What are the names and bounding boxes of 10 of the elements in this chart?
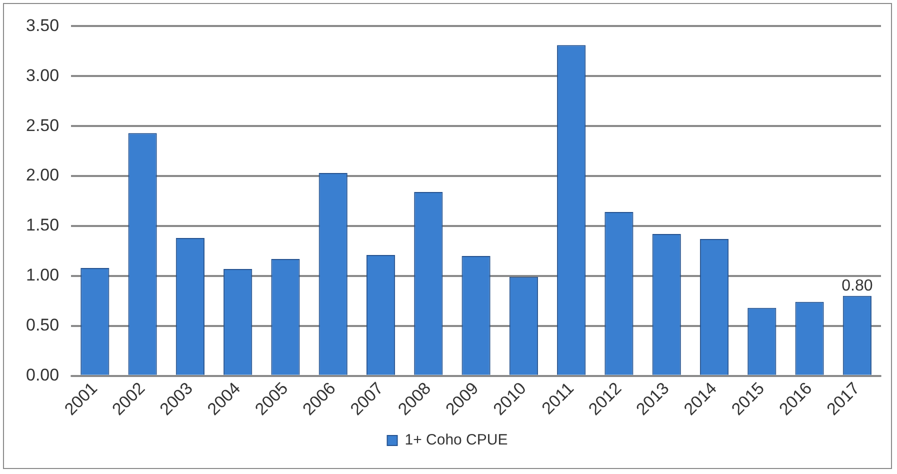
data-label: 0.80 [842,277,873,294]
y-tick-label: 1.00 [26,266,60,285]
y-tick-label: 0.50 [26,316,60,335]
y-tick-label: 3.50 [26,16,60,35]
legend-label: 1+ Coho CPUE [404,432,508,449]
y-tick-label: 2.50 [26,116,60,135]
y-tick-label: 3.00 [26,66,60,85]
y-tick-label: 2.00 [26,166,60,185]
y-tick-label: 1.50 [26,216,60,235]
y-tick-label: 0.00 [26,366,60,385]
